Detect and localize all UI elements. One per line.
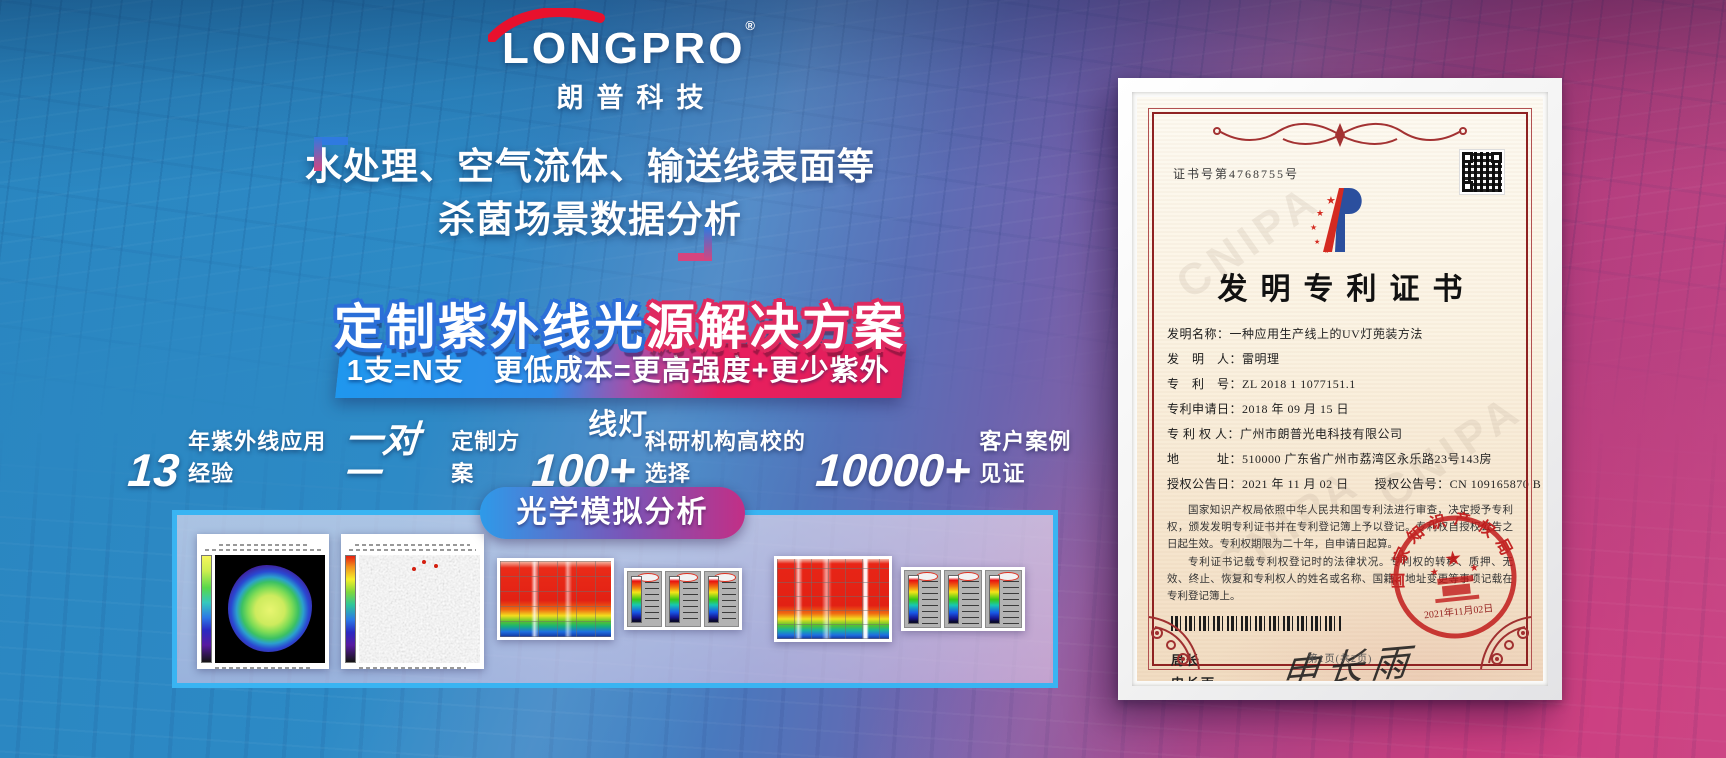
legend-cell — [984, 570, 1022, 628]
micro-axis — [215, 666, 311, 669]
noise-texture — [359, 554, 480, 663]
svg-text:★: ★ — [1326, 195, 1336, 207]
certificate-page-footer: 第1页(共2页) — [1307, 654, 1373, 665]
body-paragraph: 专利证书记载专利权登记时的法律状况。专利权的转移、质押、无效、终止、恢复和专利权… — [1167, 557, 1513, 602]
stat-experience: 13 年紫外线应用经验 — [126, 424, 344, 496]
certificate-number: 证书号第4768755号 — [1173, 167, 1300, 181]
field-value: 广州市朗普光电科技有限公司 — [1240, 427, 1403, 441]
micro-axis — [359, 666, 466, 669]
quote-bracket-open-icon — [314, 137, 348, 171]
stat-value: 100+ — [530, 443, 638, 496]
logo-swoosh-icon — [487, 8, 605, 42]
field-value: 510000 广东省广州市荔湾区永乐路23号143房 — [1242, 452, 1493, 466]
qr-code — [1459, 149, 1505, 195]
corner-ornament-icon — [1145, 611, 1207, 673]
legend-cell — [665, 571, 701, 627]
stat-customers: 10000+ 客户案例见证 — [813, 424, 1083, 496]
certificate-title: 发明专利证书 — [1217, 273, 1476, 306]
stat-label: 客户案例见证 — [979, 429, 1072, 487]
brand-name: LONGPRO — [501, 24, 746, 73]
heatmap-area — [500, 561, 611, 637]
field-label: 专 利 权 人： — [1167, 427, 1241, 441]
field-value: 一种应用生产线上的UV灯蔸装方法 — [1229, 327, 1423, 341]
stat-value: 13 — [126, 443, 182, 496]
stat-label: 定制方案 — [451, 429, 521, 487]
irradiance-map-image — [197, 533, 329, 669]
legend-rainbow-bar — [631, 576, 642, 623]
main-title-left: 定制紫外线光 — [333, 301, 646, 355]
heatmap-area — [777, 559, 889, 639]
official-seal: 国家知识产权局 ★ ★ ★ 2021年11月02日 — [1381, 503, 1526, 648]
stats-row: 13 年紫外线应用经验 一对一 定制方案 100+ 科研机构高校的选择 1000… — [126, 419, 1083, 496]
intensity-scatter-map-image — [341, 533, 484, 669]
stat-label: 年紫外线应用经验 — [188, 429, 327, 487]
map-area — [359, 554, 480, 663]
field-value: 2018 年 09 月 15 日 — [1242, 402, 1350, 416]
certificate-paper: CNIPA CNIPA CNIPA — [1137, 97, 1543, 681]
barcode — [1171, 615, 1341, 631]
grant-number: 授权公告号：CN 109165870 B — [1374, 477, 1542, 491]
brand-name-cn: 朗普科技 — [556, 83, 717, 113]
stat-one-on-one: 一对一 定制方案 — [341, 419, 532, 495]
certificate-mat: CNIPA CNIPA CNIPA — [1132, 92, 1548, 686]
registered-mark: ® — [745, 18, 759, 33]
optical-simulation-tab[interactable]: 光学模拟分析 — [480, 487, 745, 539]
legend-tick-labels — [645, 582, 660, 623]
svg-text:★: ★ — [1314, 238, 1320, 246]
field-value: ZL 2018 1 1077151.1 — [1242, 377, 1356, 391]
headline-line2: 杀菌场景数据分析 — [438, 198, 742, 240]
main-title: 定制紫外线光源解决方案 — [170, 288, 1070, 359]
colorbar-legend-panel-2-image — [901, 567, 1025, 631]
brand-logo: LONGPRO® 朗普科技 — [455, 8, 805, 115]
field-value: 雷明理 — [1242, 352, 1280, 366]
irradiance-blob — [228, 565, 312, 652]
uv-heatmap-grid-2-image — [774, 556, 892, 642]
micro-subtitle — [205, 548, 321, 551]
map-area — [215, 554, 325, 663]
patent-certificate: CNIPA CNIPA CNIPA — [1118, 78, 1562, 700]
micro-subtitle — [349, 548, 476, 551]
quote-bracket-close-icon — [678, 227, 712, 261]
uv-heatmap-grid-1-image — [497, 558, 614, 640]
svg-text:★: ★ — [1429, 567, 1439, 579]
svg-text:★: ★ — [1316, 208, 1324, 218]
stat-institutions: 100+ 科研机构高校的选择 — [530, 424, 815, 496]
brand-wordmark: LONGPRO® — [487, 8, 758, 74]
corner-ornament-icon — [1473, 611, 1535, 673]
top-flourish-ornament — [1167, 119, 1513, 151]
field-label: 发明名称： — [1167, 327, 1230, 341]
legend-cell — [627, 571, 663, 627]
stat-label: 科研机构高校的选择 — [644, 429, 806, 487]
colorbar — [345, 554, 356, 663]
micro-title — [355, 543, 470, 546]
grant-date: 授权公告日：2021 年 11 月 02 日 — [1167, 477, 1349, 491]
stat-value: 10000+ — [813, 443, 973, 496]
main-title-right: 源解决方案 — [646, 301, 907, 355]
headline-line1: 水处理、空气流体、输送线表面等 — [305, 146, 875, 187]
body-paragraph: 国家知识产权局依照中华人民共和国专利法进行审查，决定授予专利权，颁发发明专利证书… — [1167, 505, 1513, 550]
headline: 水处理、空气流体、输送线表面等 杀菌场景数据分析 — [270, 137, 910, 261]
stat-value: 一对一 — [341, 419, 422, 495]
field-label: 专利申请日： — [1167, 402, 1243, 416]
certificate-fields: 发明名称：一种应用生产线上的UV灯蔸装方法 发 明 人：雷明理 专 利 号：ZL… — [1167, 327, 1541, 491]
legend-cell — [703, 571, 739, 627]
field-label: 地 址： — [1167, 452, 1243, 466]
svg-text:★: ★ — [1310, 223, 1317, 232]
signer-name: 申长雨 — [1171, 672, 1216, 681]
svg-text:★: ★ — [1324, 248, 1329, 255]
cnipa-emblem-icon: ★ ★ ★ ★ ★ — [1167, 182, 1513, 258]
svg-text:★: ★ — [1469, 563, 1479, 575]
colorbar-legend-panel-1-image — [624, 568, 742, 630]
certificate-body-text: 国家知识产权局依照中华人民共和国专利法进行审查，决定授予专利权，颁发发明专利证书… — [1167, 503, 1513, 606]
svg-text:★: ★ — [1443, 547, 1463, 571]
legend-cell — [904, 570, 942, 628]
field-label: 发 明 人： — [1167, 352, 1243, 366]
colorbar — [201, 554, 212, 663]
legend-cell — [944, 570, 982, 628]
simulation-panel — [172, 510, 1058, 688]
field-label: 专 利 号： — [1167, 377, 1243, 391]
micro-title — [219, 543, 307, 546]
